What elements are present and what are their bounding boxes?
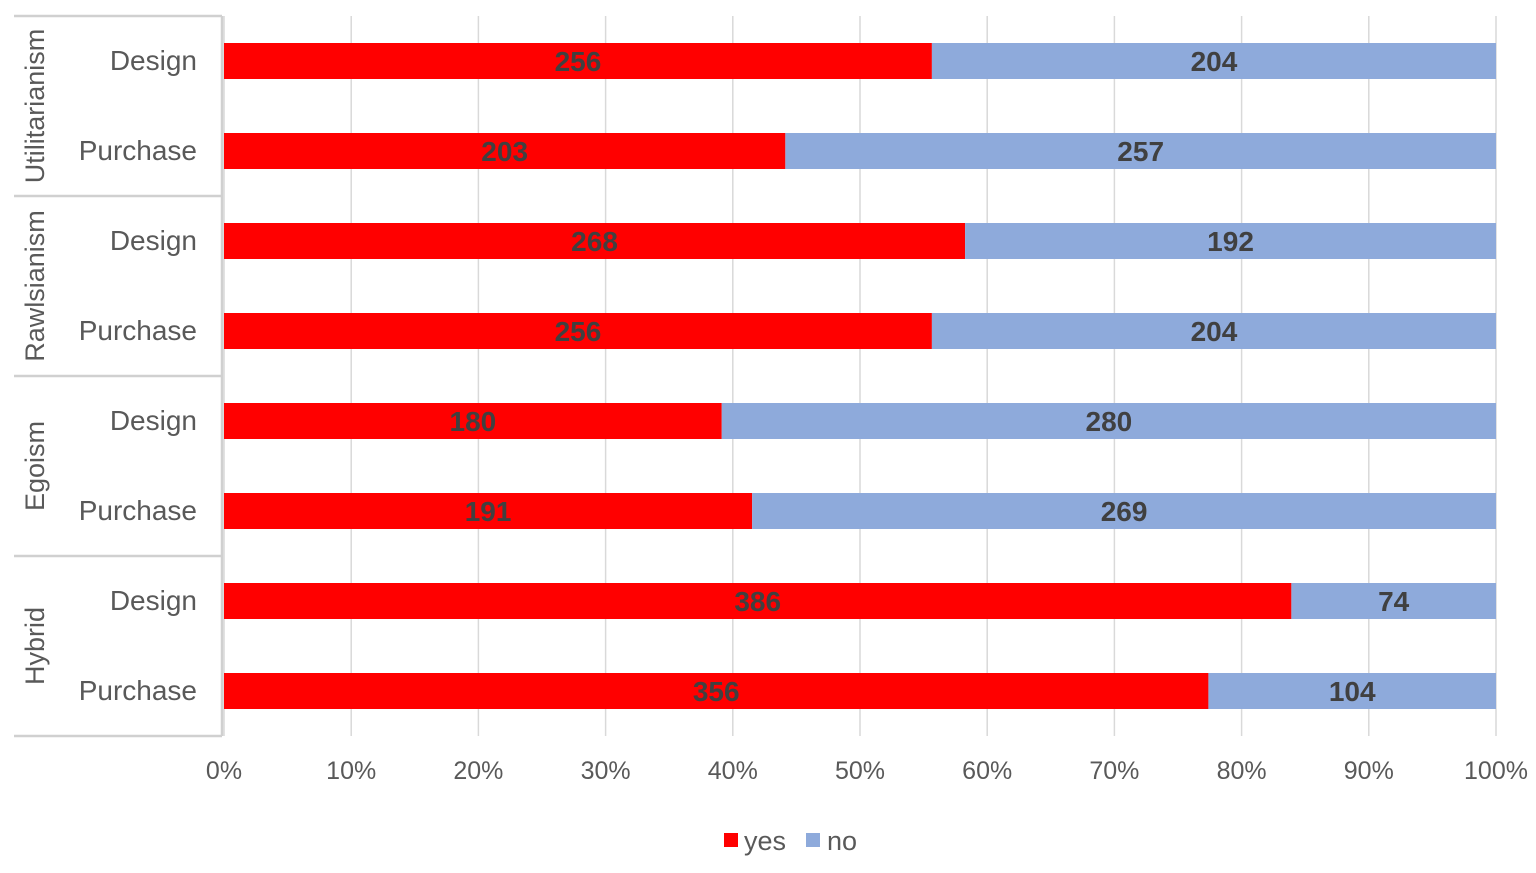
x-tick-label: 50% — [835, 757, 885, 785]
data-label: 356 — [693, 676, 740, 707]
data-label: 204 — [1191, 46, 1238, 77]
data-label: 192 — [1207, 226, 1254, 257]
bar-segment-yes — [224, 673, 1209, 709]
legend: yes no — [724, 826, 857, 856]
legend-label: yes — [744, 826, 786, 856]
group-label: Hybrid — [20, 607, 50, 685]
category-labels: Design Purchase Design Purchase Design Purcha… — [79, 45, 197, 706]
bar-segment-no — [785, 133, 1496, 169]
category-label: Design — [110, 45, 197, 76]
bars: 256 204 203 257 268 192 256 204 180 280 191 269 386 7… — [224, 43, 1496, 709]
legend-label: no — [827, 826, 857, 856]
bar-segment-yes — [224, 223, 966, 259]
data-label: 191 — [465, 496, 512, 527]
bar-segment-yes — [224, 493, 753, 529]
group-label: Rawlsianism — [20, 210, 50, 362]
data-label: 203 — [481, 136, 528, 167]
x-tick-label: 10% — [326, 757, 376, 785]
data-label: 256 — [555, 46, 602, 77]
data-label: 280 — [1086, 406, 1133, 437]
group-labels: Utilitarianism Rawlsianism Egoism Hybrid — [20, 29, 50, 685]
x-tick-labels: 0% 10% 20% 30% 40% 50% 60% 70% 80% 90% 100% — [206, 757, 1528, 785]
x-tick-label: 60% — [962, 757, 1012, 785]
data-label: 180 — [450, 406, 497, 437]
bar-segment-no — [931, 43, 1496, 79]
data-label: 386 — [734, 586, 781, 617]
x-tick-label: 70% — [1089, 757, 1139, 785]
category-label: Design — [110, 405, 197, 436]
data-label: 257 — [1117, 136, 1164, 167]
data-label: 74 — [1378, 586, 1410, 617]
bar-segment-yes — [224, 133, 786, 169]
category-label: Purchase — [79, 495, 197, 526]
x-tick-label: 80% — [1217, 757, 1267, 785]
data-label: 104 — [1329, 676, 1376, 707]
bar-segment-no — [1291, 583, 1496, 619]
bar-segment-yes — [224, 403, 722, 439]
bar-segment-no — [721, 403, 1496, 439]
category-label: Purchase — [79, 135, 197, 166]
bar-segment-yes — [224, 583, 1292, 619]
data-label: 204 — [1191, 316, 1238, 347]
category-label: Purchase — [79, 315, 197, 346]
x-tick-label: 0% — [206, 757, 242, 785]
data-label: 269 — [1101, 496, 1148, 527]
gridlines — [223, 16, 1497, 736]
legend-swatch-yes — [724, 833, 738, 847]
bar-segment-yes — [224, 43, 932, 79]
bar-segment-yes — [224, 313, 932, 349]
legend-swatch-no — [806, 833, 820, 847]
category-axis — [14, 14, 224, 738]
category-label: Purchase — [79, 675, 197, 706]
data-label: 268 — [571, 226, 618, 257]
bar-segment-no — [931, 313, 1496, 349]
group-label: Egoism — [20, 421, 50, 511]
x-tick-label: 90% — [1344, 757, 1394, 785]
bar-segment-no — [752, 493, 1496, 529]
x-tick-label: 30% — [581, 757, 631, 785]
category-label: Design — [110, 225, 197, 256]
x-tick-label: 100% — [1464, 757, 1528, 785]
bar-segment-no — [965, 223, 1496, 259]
x-tick-label: 40% — [708, 757, 758, 785]
category-label: Design — [110, 585, 197, 616]
group-label: Utilitarianism — [20, 29, 50, 184]
data-label: 256 — [555, 316, 602, 347]
x-tick-label: 20% — [453, 757, 503, 785]
bar-segment-no — [1208, 673, 1496, 709]
